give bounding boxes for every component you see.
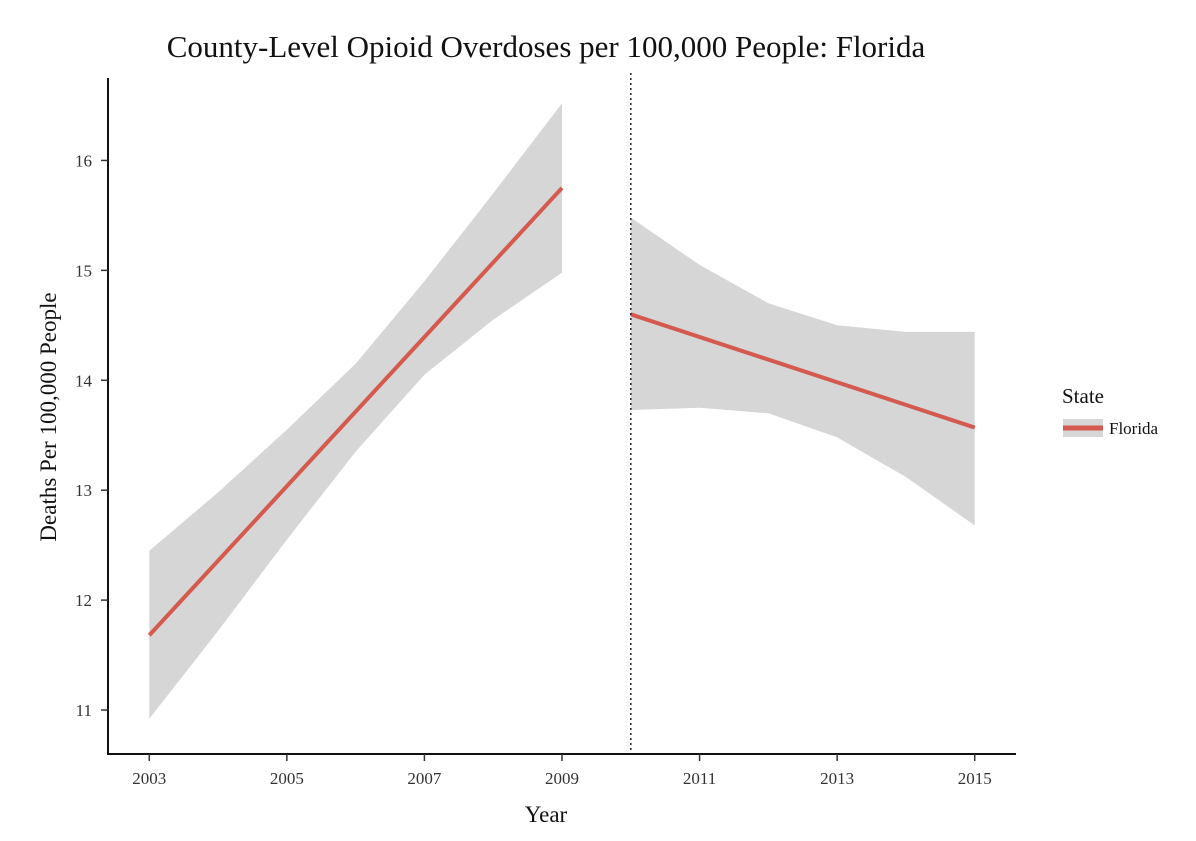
- y-tick-label-12: 12: [75, 591, 92, 610]
- trend-line-segment-1: [147, 186, 564, 637]
- y-tick-label-11: 11: [76, 701, 92, 720]
- legend-label-florida: Florida: [1109, 419, 1159, 438]
- y-axis-title: Deaths Per 100,000 People: [36, 292, 61, 541]
- trend-line-segment-2: [630, 312, 976, 430]
- y-tick-label-13: 13: [75, 481, 92, 500]
- x-tick-label-2003: 2003: [132, 769, 166, 788]
- y-tick-label-15: 15: [75, 261, 92, 280]
- x-tick-label-2009: 2009: [545, 769, 579, 788]
- legend-entries: Florida: [1063, 419, 1159, 438]
- y-tick-label-16: 16: [75, 151, 92, 170]
- chart-title: County-Level Opioid Overdoses per 100,00…: [167, 29, 926, 64]
- x-tick-label-2011: 2011: [683, 769, 716, 788]
- x-tick-label-2015: 2015: [958, 769, 992, 788]
- plot-area: 2003 2005 2007 2009 2011 2013 2015 11 12 13 14 15 16: [75, 73, 1016, 788]
- x-tick-label-2013: 2013: [820, 769, 854, 788]
- x-tick-label-2007: 2007: [407, 769, 442, 788]
- y-tick-label-14: 14: [75, 371, 93, 390]
- x-tick-label-2005: 2005: [270, 769, 304, 788]
- x-axis-title: Year: [525, 802, 568, 827]
- legend-title: State: [1062, 384, 1104, 408]
- legend: State Florida: [1062, 384, 1159, 438]
